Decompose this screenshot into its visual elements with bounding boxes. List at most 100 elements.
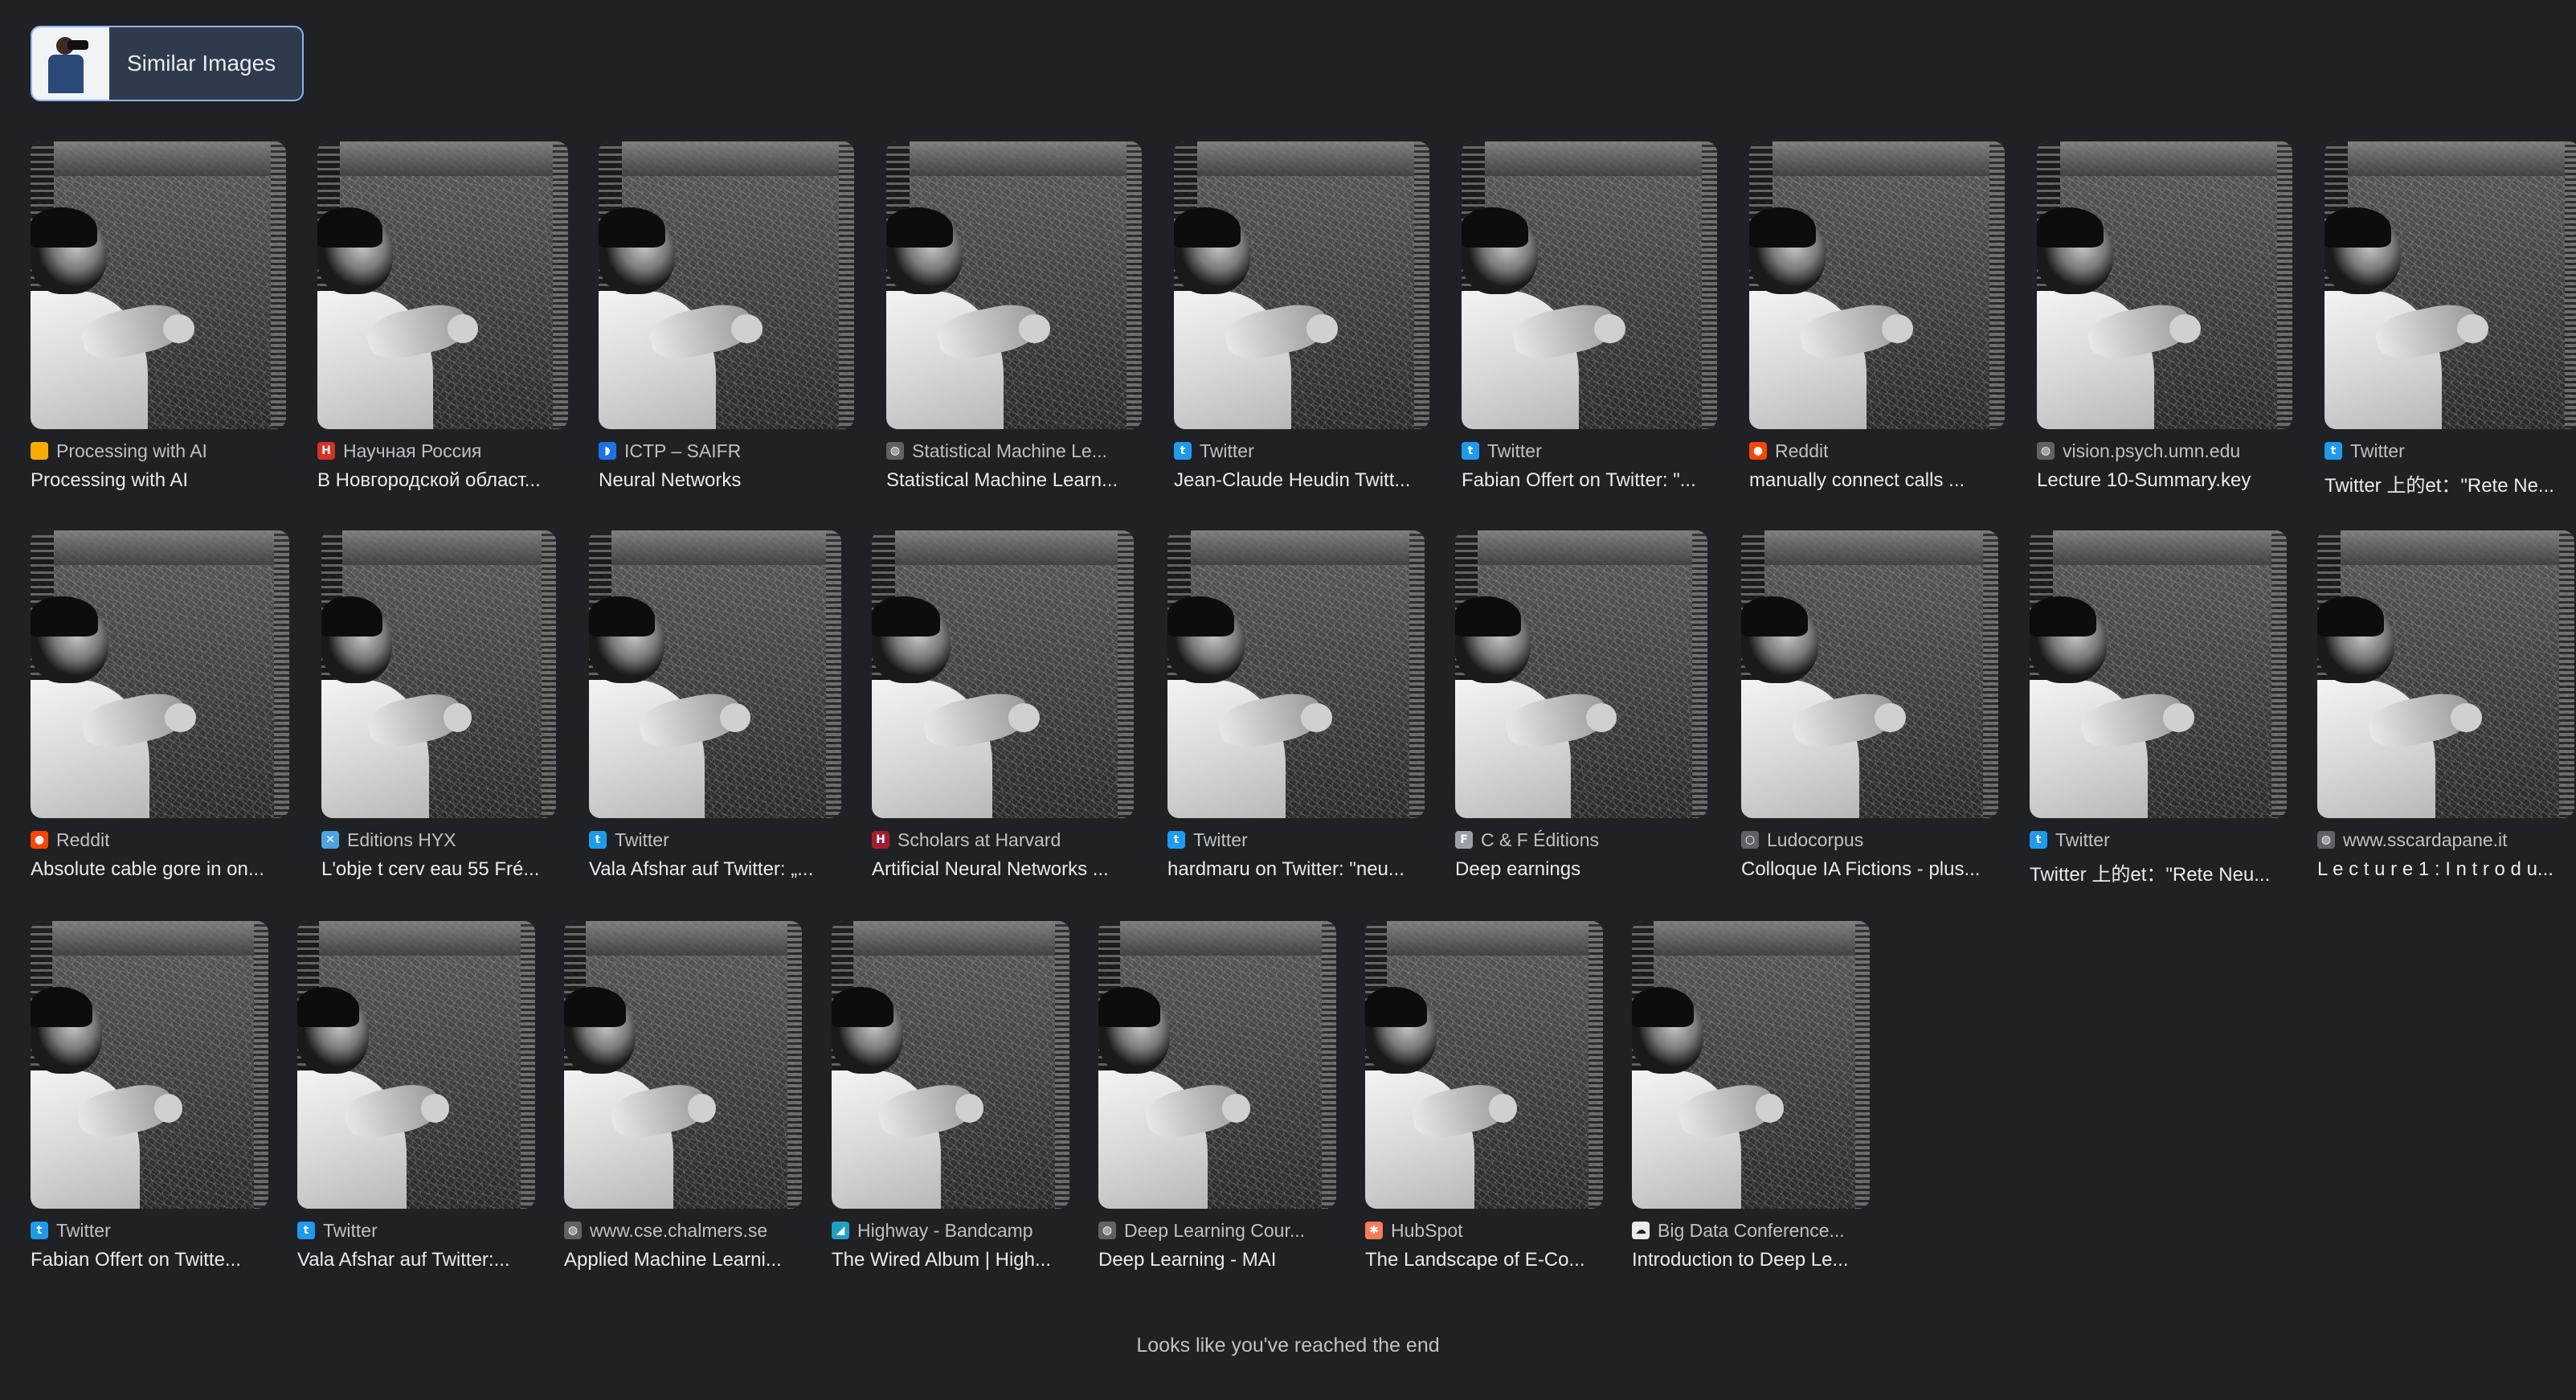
result-thumbnail[interactable] bbox=[1455, 530, 1707, 818]
result-title[interactable]: Fabian Offert on Twitter: "... bbox=[1462, 469, 1696, 491]
result-title[interactable]: Lecture 10-Summary.key bbox=[2037, 469, 2251, 491]
image-result-card[interactable]: ◍ Deep Learning Cour... Deep Learning - MA… bbox=[1098, 921, 1336, 1275]
result-thumbnail[interactable] bbox=[2037, 141, 2292, 429]
result-source[interactable]: ◍ www.sscardapane.it bbox=[2317, 828, 2574, 852]
image-result-card[interactable]: t Twitter hardmaru on Twitter: "neu... bbox=[1167, 530, 1425, 884]
image-result-card[interactable]: H Научная Россия В Новгородской област... bbox=[317, 141, 568, 495]
result-title[interactable]: The Wired Album | High... bbox=[832, 1249, 1051, 1271]
result-title[interactable]: hardmaru on Twitter: "neu... bbox=[1167, 858, 1405, 880]
image-result-card[interactable]: H Scholars at Harvard Artificial Neural Ne… bbox=[872, 530, 1134, 884]
result-title[interactable]: Twitter 上的et："Rete Neu... bbox=[2030, 864, 2271, 884]
result-title[interactable]: manually connect calls ... bbox=[1749, 469, 1965, 491]
image-result-card[interactable]: t Twitter Jean-Claude Heudin Twitt... bbox=[1174, 141, 1429, 495]
result-source[interactable]: t Twitter bbox=[31, 1218, 268, 1242]
result-source[interactable]: ○ Ludocorpus bbox=[1741, 828, 1998, 852]
result-title[interactable]: Applied Machine Learni... bbox=[564, 1249, 782, 1271]
result-thumbnail[interactable] bbox=[2030, 530, 2287, 818]
result-title[interactable]: Colloque IA Fictions - plus... bbox=[1741, 858, 1981, 880]
image-result-card[interactable]: Processing with AI Processing with AI bbox=[31, 141, 286, 495]
result-source[interactable]: ◍ www.cse.chalmers.se bbox=[564, 1218, 802, 1242]
result-thumbnail[interactable] bbox=[832, 921, 1069, 1209]
image-result-card[interactable]: t Twitter Twitter 上的et："Rete Ne... bbox=[2325, 141, 2576, 495]
result-source[interactable]: t Twitter bbox=[1174, 439, 1429, 463]
result-source[interactable]: t Twitter bbox=[589, 828, 841, 852]
result-thumbnail[interactable] bbox=[1174, 141, 1429, 429]
image-result-card[interactable]: ● Reddit manually connect calls ... bbox=[1749, 141, 2005, 495]
result-title[interactable]: Artificial Neural Networks ... bbox=[872, 858, 1109, 880]
result-source[interactable]: ● Reddit bbox=[31, 828, 289, 852]
result-title[interactable]: Statistical Machine Learn... bbox=[886, 469, 1118, 491]
result-thumbnail[interactable] bbox=[872, 530, 1134, 818]
result-title[interactable]: Vala Afshar auf Twitter: „... bbox=[589, 858, 814, 880]
result-thumbnail[interactable] bbox=[1749, 141, 2005, 429]
result-source[interactable]: F C & F Éditions bbox=[1455, 828, 1707, 852]
result-title[interactable]: Deep Learning - MAI bbox=[1098, 1249, 1277, 1271]
result-title[interactable]: Absolute cable gore in on... bbox=[31, 858, 264, 880]
result-source[interactable]: ◗ ICTP – SAIFR bbox=[599, 439, 854, 463]
result-thumbnail[interactable] bbox=[31, 141, 286, 429]
result-thumbnail[interactable] bbox=[564, 921, 802, 1209]
image-result-card[interactable]: F C & F Éditions Deep earnings bbox=[1455, 530, 1707, 884]
result-thumbnail[interactable] bbox=[297, 921, 535, 1209]
result-title[interactable]: Deep earnings bbox=[1455, 858, 1581, 880]
result-source[interactable]: t Twitter bbox=[1167, 828, 1425, 852]
result-thumbnail[interactable] bbox=[321, 530, 556, 818]
result-title[interactable]: В Новгородской област... bbox=[317, 469, 541, 491]
result-source[interactable]: ◍ Statistical Machine Le... bbox=[886, 439, 1142, 463]
result-source[interactable]: Processing with AI bbox=[31, 439, 286, 463]
result-thumbnail[interactable] bbox=[2317, 530, 2574, 818]
result-title[interactable]: Processing with AI bbox=[31, 469, 189, 491]
result-source[interactable]: ✕ Editions HYX bbox=[321, 828, 556, 852]
result-title[interactable]: L e c t u r e 1 : I n t r o d u... bbox=[2317, 858, 2554, 880]
result-source[interactable]: ◍ Deep Learning Cour... bbox=[1098, 1218, 1336, 1242]
similar-images-chip[interactable]: Similar Images bbox=[31, 26, 304, 101]
result-source[interactable]: t Twitter bbox=[1462, 439, 1717, 463]
result-source[interactable]: ◍ vision.psych.umn.edu bbox=[2037, 439, 2292, 463]
result-thumbnail[interactable] bbox=[1098, 921, 1336, 1209]
image-result-card[interactable]: t Twitter Twitter 上的et："Rete Neu... bbox=[2030, 530, 2287, 884]
image-result-card[interactable]: ✕ Editions HYX L'obje t cerv eau 55 Fré... bbox=[321, 530, 556, 884]
result-thumbnail[interactable] bbox=[31, 530, 289, 818]
result-thumbnail[interactable] bbox=[589, 530, 841, 818]
result-thumbnail[interactable] bbox=[317, 141, 568, 429]
result-source[interactable]: ◢ Highway - Bandcamp bbox=[832, 1218, 1069, 1242]
result-source[interactable]: H Научная Россия bbox=[317, 439, 568, 463]
result-source[interactable]: ● Reddit bbox=[1749, 439, 2005, 463]
result-thumbnail[interactable] bbox=[886, 141, 1142, 429]
result-source[interactable]: ☁ Big Data Conference... bbox=[1632, 1218, 1870, 1242]
image-result-card[interactable]: t Twitter Fabian Offert on Twitte... bbox=[31, 921, 268, 1275]
result-source[interactable]: t Twitter bbox=[297, 1218, 535, 1242]
result-title[interactable]: Twitter 上的et："Rete Ne... bbox=[2325, 475, 2554, 495]
result-thumbnail[interactable] bbox=[2325, 141, 2576, 429]
image-result-card[interactable]: ◍ www.cse.chalmers.se Applied Machine Lear… bbox=[564, 921, 802, 1275]
result-thumbnail[interactable] bbox=[1632, 921, 1870, 1209]
image-result-card[interactable]: ◗ ICTP – SAIFR Neural Networks bbox=[599, 141, 854, 495]
result-title[interactable]: The Landscape of E-Co... bbox=[1365, 1249, 1585, 1271]
image-result-card[interactable]: ✱ HubSpot The Landscape of E-Co... bbox=[1365, 921, 1603, 1275]
result-source[interactable]: t Twitter bbox=[2030, 828, 2287, 852]
image-result-card[interactable]: t Twitter Vala Afshar auf Twitter: „... bbox=[589, 530, 841, 884]
image-result-card[interactable]: ◍ www.sscardapane.it L e c t u r e 1 : I n… bbox=[2317, 530, 2574, 884]
result-title[interactable]: Fabian Offert on Twitte... bbox=[31, 1249, 241, 1271]
result-title[interactable]: Jean-Claude Heudin Twitt... bbox=[1174, 469, 1411, 491]
result-source[interactable]: ✱ HubSpot bbox=[1365, 1218, 1603, 1242]
image-result-card[interactable]: ◍ vision.psych.umn.edu Lecture 10-Summary.… bbox=[2037, 141, 2292, 495]
result-thumbnail[interactable] bbox=[1462, 141, 1717, 429]
result-title[interactable]: Vala Afshar auf Twitter:... bbox=[297, 1249, 510, 1271]
image-result-card[interactable]: ◢ Highway - Bandcamp The Wired Album | Hig… bbox=[832, 921, 1069, 1275]
result-thumbnail[interactable] bbox=[1167, 530, 1425, 818]
result-title[interactable]: Introduction to Deep Le... bbox=[1632, 1249, 1849, 1271]
result-thumbnail[interactable] bbox=[31, 921, 268, 1209]
result-source[interactable]: t Twitter bbox=[2325, 439, 2576, 463]
result-thumbnail[interactable] bbox=[599, 141, 854, 429]
image-result-card[interactable]: ● Reddit Absolute cable gore in on... bbox=[31, 530, 289, 884]
image-result-card[interactable]: ☁ Big Data Conference... Introduction to D… bbox=[1632, 921, 1870, 1275]
result-title[interactable]: L'obje t cerv eau 55 Fré... bbox=[321, 858, 540, 880]
image-result-card[interactable]: ○ Ludocorpus Colloque IA Fictions - plus..… bbox=[1741, 530, 1998, 884]
image-result-card[interactable]: ◍ Statistical Machine Le... Statistical Ma… bbox=[886, 141, 1142, 495]
result-source[interactable]: H Scholars at Harvard bbox=[872, 828, 1134, 852]
result-thumbnail[interactable] bbox=[1365, 921, 1603, 1209]
image-result-card[interactable]: t Twitter Vala Afshar auf Twitter:... bbox=[297, 921, 535, 1275]
result-thumbnail[interactable] bbox=[1741, 530, 1998, 818]
result-title[interactable]: Neural Networks bbox=[599, 469, 742, 491]
